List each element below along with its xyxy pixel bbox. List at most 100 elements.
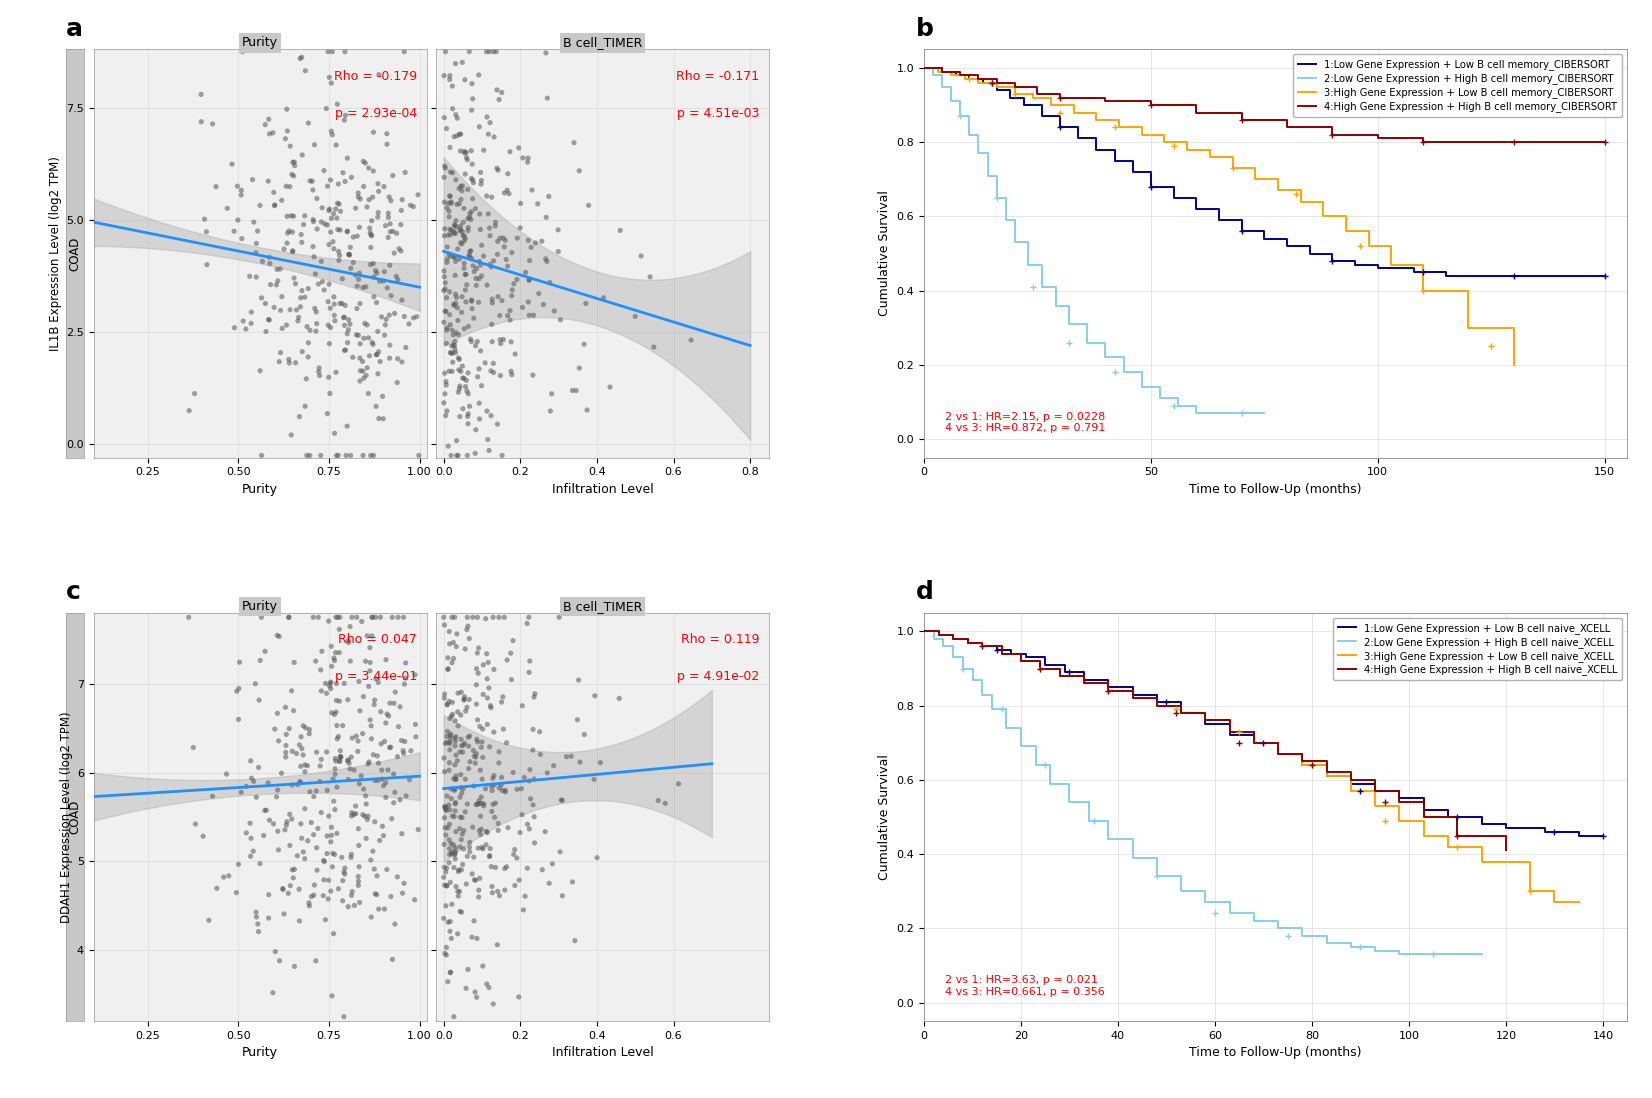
Point <box>441 608 468 626</box>
Point <box>431 268 458 285</box>
Point <box>301 248 327 266</box>
Point <box>527 746 553 763</box>
Point <box>454 219 481 236</box>
Point <box>514 860 540 877</box>
Point <box>327 748 354 765</box>
Point <box>439 608 466 626</box>
Point <box>337 315 363 333</box>
Point <box>567 163 593 180</box>
Point <box>387 791 413 808</box>
Point <box>474 430 501 448</box>
Point <box>320 205 347 223</box>
Point <box>304 743 330 761</box>
Point <box>373 714 400 731</box>
Point <box>373 861 400 878</box>
Point <box>360 255 387 272</box>
Point <box>464 733 491 751</box>
Point <box>562 932 588 950</box>
Point <box>368 761 395 778</box>
Point <box>266 352 292 370</box>
Point <box>504 781 530 798</box>
Point <box>468 221 494 238</box>
Point <box>472 609 499 627</box>
X-axis label: Infiltration Level: Infiltration Level <box>552 483 654 496</box>
Point <box>453 149 479 167</box>
Point <box>259 124 286 142</box>
Point <box>449 226 476 244</box>
Point <box>296 897 322 915</box>
Point <box>451 200 477 217</box>
Point <box>281 269 307 287</box>
Point <box>479 608 506 626</box>
Point <box>548 887 575 905</box>
Point <box>317 883 344 900</box>
Point <box>453 979 479 997</box>
Point <box>458 291 484 309</box>
Point <box>443 219 469 236</box>
Point <box>330 309 357 326</box>
Point <box>355 677 382 695</box>
Point <box>471 247 497 265</box>
Point <box>276 350 302 368</box>
Point <box>438 164 464 181</box>
Point <box>527 722 553 740</box>
Point <box>468 176 494 193</box>
Point <box>458 142 484 159</box>
Point <box>282 354 309 371</box>
Point <box>517 251 544 269</box>
Point <box>510 769 537 786</box>
Point <box>279 243 306 260</box>
Point <box>459 101 486 119</box>
Point <box>377 349 403 367</box>
Point <box>246 922 273 940</box>
Point <box>367 608 393 626</box>
Point <box>512 264 539 281</box>
Point <box>281 167 307 184</box>
Point <box>327 203 354 221</box>
Point <box>261 197 287 214</box>
Point <box>354 627 380 645</box>
Point <box>268 764 294 782</box>
Point <box>279 242 306 259</box>
Point <box>474 402 501 419</box>
Point <box>492 860 519 877</box>
Point <box>461 741 487 759</box>
Point <box>377 336 403 354</box>
Point <box>433 735 459 752</box>
Point <box>431 262 458 280</box>
Point <box>347 702 373 719</box>
Point <box>484 161 510 179</box>
Point <box>325 195 352 213</box>
Point <box>330 872 357 889</box>
Point <box>443 795 469 813</box>
Point <box>256 311 282 328</box>
Point <box>251 642 278 660</box>
Point <box>433 373 459 391</box>
Point <box>330 863 357 881</box>
Point <box>380 167 406 184</box>
Point <box>365 343 392 360</box>
Point <box>263 943 289 961</box>
Point <box>273 178 299 195</box>
Point <box>482 214 509 232</box>
Point <box>221 223 248 240</box>
Point <box>329 849 355 866</box>
Point <box>502 841 529 859</box>
Point <box>515 271 542 289</box>
Point <box>439 706 466 724</box>
Point <box>350 781 377 798</box>
Point <box>375 761 401 778</box>
Point <box>461 871 487 888</box>
Point <box>264 272 291 290</box>
Point <box>436 138 463 156</box>
Point <box>254 172 281 190</box>
Point <box>456 839 482 856</box>
Point <box>373 651 400 669</box>
Point <box>448 362 474 380</box>
Point <box>499 244 525 261</box>
Point <box>324 221 350 238</box>
Point <box>486 754 512 772</box>
Point <box>443 285 469 303</box>
Point <box>535 188 562 205</box>
Point <box>363 346 390 363</box>
